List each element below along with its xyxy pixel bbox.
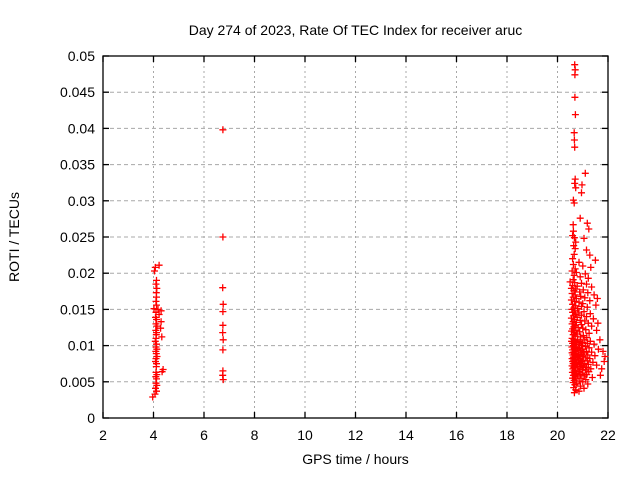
x-tick-label: 20 — [550, 427, 566, 443]
x-tick-label: 4 — [150, 427, 158, 443]
y-tick-label: 0.025 — [60, 229, 95, 245]
x-tick-label: 6 — [200, 427, 208, 443]
chart-title: Day 274 of 2023, Rate Of TEC Index for r… — [188, 22, 523, 38]
x-tick-label: 22 — [600, 427, 616, 443]
x-tick-label: 16 — [449, 427, 465, 443]
y-tick-label: 0.02 — [68, 265, 95, 281]
x-tick-label: 18 — [499, 427, 515, 443]
y-tick-label: 0.05 — [68, 48, 95, 64]
x-tick-label: 14 — [398, 427, 414, 443]
y-tick-label: 0.035 — [60, 157, 95, 173]
y-tick-label: 0.04 — [68, 120, 95, 136]
scatter-series-roti — [149, 61, 609, 401]
x-tick-label: 10 — [297, 427, 313, 443]
y-axis-label: ROTI / TECUs — [6, 192, 22, 282]
y-tick-label: 0.015 — [60, 301, 95, 317]
y-tick-label: 0.005 — [60, 374, 95, 390]
x-tick-label: 12 — [348, 427, 364, 443]
y-tick-label: 0 — [87, 410, 95, 426]
x-axis-label: GPS time / hours — [302, 451, 409, 467]
y-tick-label: 0.01 — [68, 338, 95, 354]
y-tick-label: 0.03 — [68, 193, 95, 209]
x-tick-label: 2 — [99, 427, 107, 443]
x-tick-label: 8 — [251, 427, 259, 443]
y-tick-label: 0.045 — [60, 84, 95, 100]
